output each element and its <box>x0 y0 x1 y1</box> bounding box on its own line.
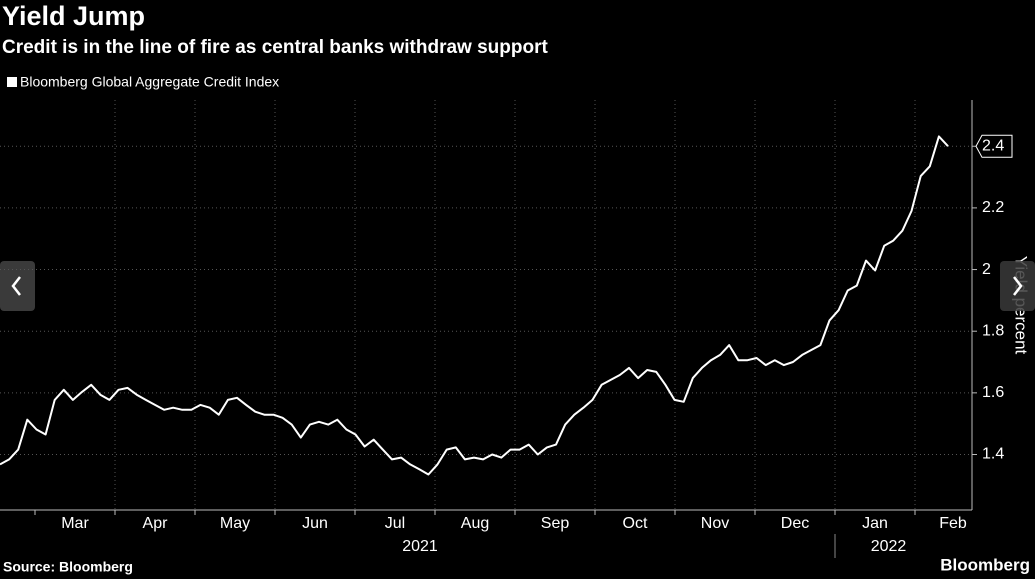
last-value-box <box>975 134 1013 158</box>
next-button[interactable] <box>1000 261 1035 311</box>
legend-swatch <box>7 77 17 87</box>
x-tick-label: May <box>220 515 250 532</box>
legend-label: Bloomberg Global Aggregate Credit Index <box>20 74 279 90</box>
x-tick-label: Jun <box>302 515 328 532</box>
x-tick-label: Jul <box>385 515 405 532</box>
chart-subtitle: Credit is in the line of fire as central… <box>2 37 548 58</box>
y-tick-label: 1.6 <box>982 384 1004 401</box>
year-label: 2021 <box>402 538 438 555</box>
y-tick-label: 2.4 <box>982 137 1004 154</box>
x-tick-label: Apr <box>143 515 169 532</box>
x-tick-label: Aug <box>461 515 489 532</box>
x-tick-label: Mar <box>61 515 89 532</box>
x-tick-label: Sep <box>541 515 570 532</box>
line <box>0 135 949 476</box>
source: Source: Bloomberg <box>3 559 133 575</box>
carousel-next[interactable] <box>1000 261 1035 311</box>
y-tick-label: 2.2 <box>982 199 1004 216</box>
y-tick-label: 1.4 <box>982 446 1004 463</box>
carousel-prev[interactable] <box>0 261 35 311</box>
brand-logo: Bloomberg <box>940 555 1030 574</box>
chart-title: Yield Jump <box>2 1 145 31</box>
x-tick-label: Oct <box>623 515 648 532</box>
year-label: 2022 <box>871 538 907 555</box>
x-tick-label: Dec <box>781 515 809 532</box>
x-tick-label: Feb <box>939 515 967 532</box>
prev-button[interactable] <box>0 261 35 311</box>
x-tick-label: Jan <box>862 515 888 532</box>
x-tick-label: Nov <box>701 515 729 532</box>
y-tick-label: 1.8 <box>982 322 1004 339</box>
next-icon <box>1013 276 1023 296</box>
prev-icon <box>11 276 21 296</box>
y-tick-label: 2 <box>982 261 991 278</box>
